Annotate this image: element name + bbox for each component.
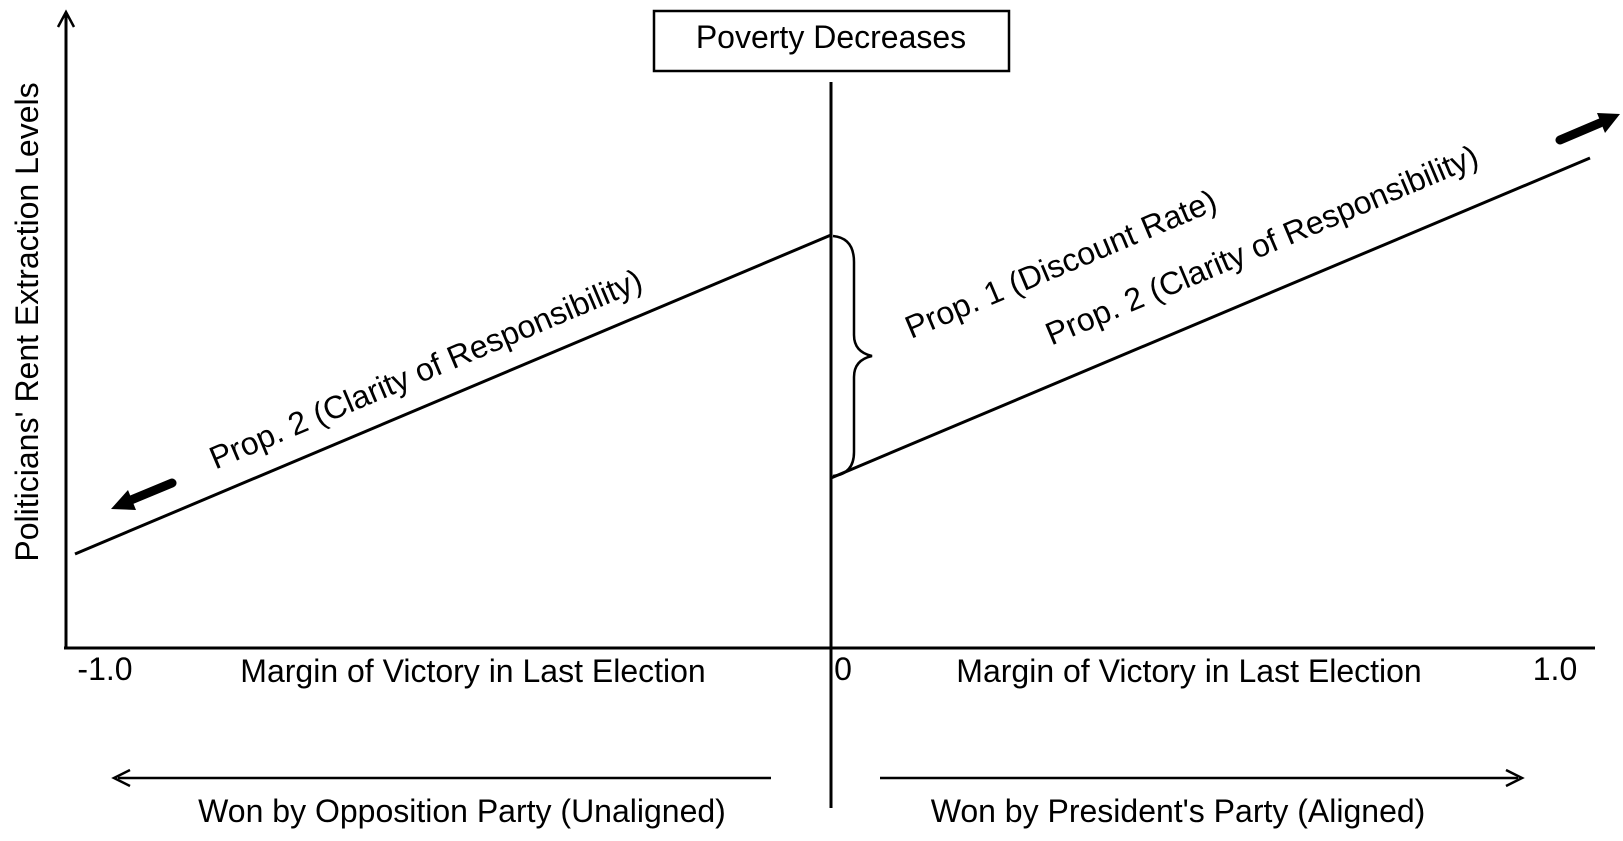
title-box-label: Poverty Decreases [696, 19, 966, 55]
left-prop2-label: Prop. 2 (Clarity of Responsibility) [204, 262, 647, 476]
right-bold-arrowhead [1597, 113, 1620, 133]
title-box [652, 9, 1011, 73]
president-region-label: Won by President's Party (Aligned) [931, 793, 1426, 829]
president-arrowhead [1505, 768, 1525, 788]
x-tick-right: 1.0 [1533, 651, 1577, 687]
y-axis-label: Politicians' Rent Extraction Levels [9, 82, 45, 561]
x-tick-left: -1.0 [77, 651, 132, 687]
left-bold-arrow-shaft [126, 478, 177, 505]
x-axis-label-right: Margin of Victory in Last Election [956, 653, 1421, 689]
left-regression-line [74, 233, 832, 556]
discontinuity-brace [832, 234, 873, 478]
x-tick-center: 0 [834, 651, 852, 687]
left-bold-arrowhead [111, 490, 136, 510]
right-bold-arrow-shaft [1555, 118, 1605, 145]
opposition-arrowhead [111, 768, 131, 788]
opposition-region-label: Won by Opposition Party (Unaligned) [198, 793, 726, 829]
y-axis-arrowhead [56, 9, 76, 28]
x-axis-label-left: Margin of Victory in Last Election [240, 653, 705, 689]
right-regression-line [830, 156, 1591, 480]
